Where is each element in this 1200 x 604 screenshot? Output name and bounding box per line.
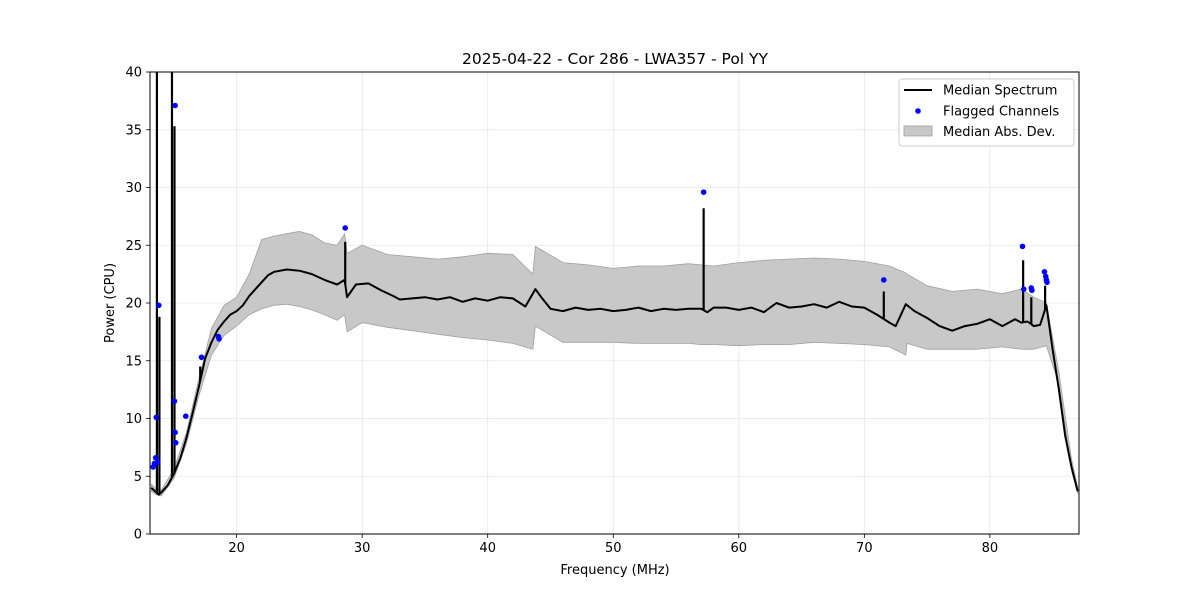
legend-box (898, 78, 1075, 147)
flagged-point (1041, 269, 1048, 275)
flagged-point (172, 439, 179, 446)
legend-mad-swatch (903, 125, 933, 137)
y-tick-label: 20 (125, 297, 142, 312)
axes-frame (149, 71, 1080, 535)
flagged-point (342, 225, 349, 231)
x-tick-label: 70 (856, 541, 873, 556)
y-tick-label: 5 (134, 470, 142, 485)
flagged-point (153, 414, 160, 421)
x-tick-label: 80 (982, 541, 999, 556)
flagged-point (1020, 286, 1027, 292)
y-tick-label: 40 (125, 66, 142, 81)
plot-area: 20 30 40 50 60 70 80 0 5 10 15 20 25 30 35 40 (125, 66, 1080, 556)
y-tick-label: 35 (125, 123, 142, 138)
flagged-point (198, 354, 205, 361)
legend-mad-label: Median Abs. Dev. (943, 125, 1055, 140)
y-tick-label: 0 (134, 528, 142, 543)
flagged-point (154, 459, 161, 466)
flagged-point (880, 277, 887, 283)
mad-band (150, 230, 1079, 497)
x-tick-label: 50 (605, 541, 622, 556)
flagged-point (1044, 279, 1050, 286)
x-axis-label: Frequency (MHz) (560, 563, 669, 578)
y-tick-label: 10 (125, 412, 142, 427)
x-tick-label: 20 (228, 541, 245, 556)
flagged-point (1029, 287, 1035, 294)
x-tick-label: 60 (731, 541, 748, 556)
flagged-point (216, 336, 222, 342)
y-tick-label: 15 (125, 354, 142, 369)
flagged-point (182, 413, 189, 419)
flagged-point (1019, 243, 1026, 250)
flagged-point (152, 454, 159, 461)
flagged-point (172, 102, 178, 109)
flagged-point (700, 189, 707, 195)
legend-flagged-label: Flagged Channels (943, 105, 1059, 120)
y-axis-label: Power (CPU) (103, 263, 118, 343)
flagged-point (172, 429, 178, 436)
legend-median-label: Median Spectrum (943, 84, 1057, 99)
y-tick-label: 30 (125, 181, 142, 196)
x-tick-label: 30 (354, 541, 371, 556)
flagged-point (155, 302, 162, 309)
legend: Median Spectrum Flagged Channels Median Ab… (898, 78, 1075, 147)
median-spectrum-line (150, 268, 1079, 496)
flagged-point (171, 398, 178, 404)
chart-title: 2025-04-22 - Cor 286 - LWA357 - Pol YY (462, 50, 768, 68)
y-tick-label: 25 (125, 239, 142, 254)
x-tick-label: 40 (479, 541, 496, 556)
legend-flagged-swatch (915, 108, 921, 114)
